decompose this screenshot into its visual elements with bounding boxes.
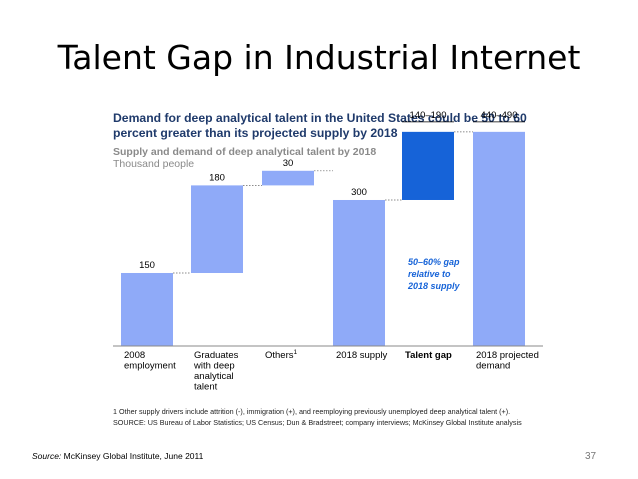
bar-2 bbox=[262, 170, 314, 186]
chart-footnote: 1 Other supply drivers include attrition… bbox=[113, 407, 511, 416]
data-label-5: 440–490 bbox=[481, 110, 518, 121]
chart-source: SOURCE: US Bureau of Labor Statistics; U… bbox=[113, 418, 522, 427]
category-label-5-0: 2018 projected bbox=[476, 350, 539, 361]
bar-5 bbox=[473, 131, 525, 346]
category-label-3-0: 2018 supply bbox=[336, 350, 387, 361]
category-label-1-2: analytical bbox=[194, 371, 234, 382]
data-label-2: 30 bbox=[283, 158, 294, 169]
slide-source-label: Source: bbox=[32, 451, 62, 461]
chart-unit: Thousand people bbox=[113, 158, 195, 170]
category-label-0-0: 2008 bbox=[124, 350, 145, 361]
data-label-0: 150 bbox=[139, 260, 155, 271]
category-label-5-1: demand bbox=[476, 361, 510, 372]
category-label-1-3: talent bbox=[194, 382, 218, 393]
slide-title: Talent Gap in Industrial Internet bbox=[57, 38, 581, 77]
data-label-3: 300 bbox=[351, 187, 367, 198]
bar-0 bbox=[121, 272, 173, 346]
category-label-2-0: Others1 bbox=[265, 349, 298, 361]
bar-4 bbox=[402, 131, 454, 200]
bar-3 bbox=[333, 199, 385, 346]
bar-1 bbox=[191, 185, 243, 273]
page-number: 37 bbox=[585, 451, 597, 462]
category-label-1-0: Graduates bbox=[194, 350, 239, 361]
slide-source: Source: McKinsey Global Institute, June … bbox=[32, 451, 203, 461]
category-label-1-1: with deep bbox=[193, 361, 235, 372]
data-label-4: 140–190 bbox=[410, 110, 447, 121]
chart-subtitle: Supply and demand of deep analytical tal… bbox=[113, 146, 377, 158]
slide-source-text: McKinsey Global Institute, June 2011 bbox=[61, 451, 204, 461]
data-label-1: 180 bbox=[209, 172, 225, 183]
category-label-0-1: employment bbox=[124, 361, 176, 372]
annotation-line-2: 2018 supply bbox=[407, 281, 461, 291]
annotation-line-1: relative to bbox=[408, 269, 451, 279]
annotation-line-0: 50–60% gap bbox=[408, 257, 460, 267]
category-label-4-0: Talent gap bbox=[405, 350, 452, 361]
